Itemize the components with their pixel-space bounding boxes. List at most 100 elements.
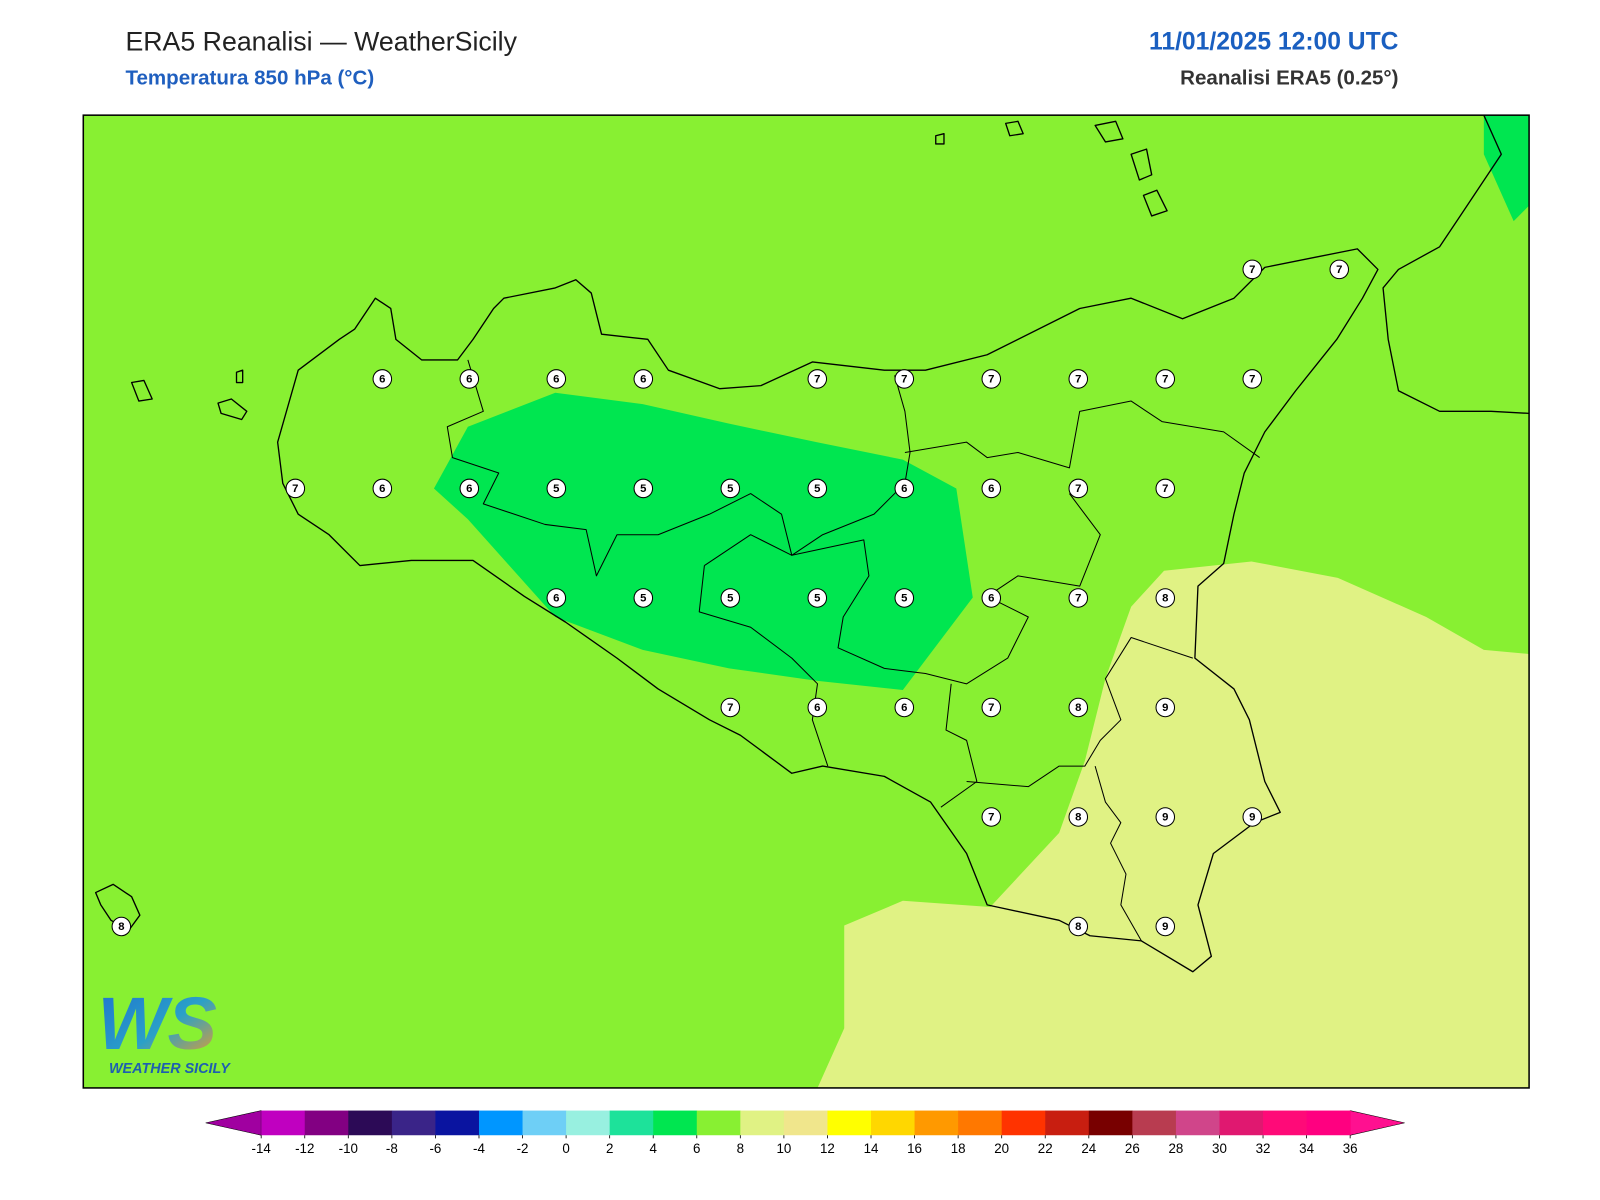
colorbar-band (1001, 1110, 1046, 1136)
colorbar-band (783, 1110, 828, 1136)
colorbar-tick-label: 34 (1299, 1141, 1314, 1156)
station-value: 7 (1162, 483, 1168, 495)
station-value: 6 (988, 483, 994, 495)
station-value: 7 (988, 811, 994, 823)
station-marker (894, 478, 915, 499)
station-value: 7 (1249, 373, 1255, 385)
colorbar-tick-label: 16 (907, 1141, 922, 1156)
colorbar-tick-label: 10 (776, 1141, 791, 1156)
station-marker (546, 588, 567, 608)
subtitle: Temperatura 850 hPa (°C) (125, 67, 374, 90)
station-marker (1155, 369, 1176, 389)
colorbar-tick-label: 14 (864, 1141, 879, 1156)
station-marker (1068, 807, 1089, 827)
colorbar-tick-label: -2 (517, 1141, 529, 1156)
station-value: 5 (814, 483, 820, 495)
station-marker (807, 697, 828, 718)
logo-text: WEATHER SICILY (109, 1061, 231, 1077)
station-value: 6 (640, 373, 646, 385)
colorbar-band (1263, 1110, 1308, 1136)
station-value: 8 (1075, 921, 1081, 933)
colorbar-tick-label: 18 (951, 1141, 966, 1156)
field-8-10 (817, 561, 1530, 1088)
title: ERA5 Reanalisi — WeatherSicily (125, 26, 517, 56)
province-border (446, 359, 911, 577)
colorbar-tick-label: 0 (562, 1141, 569, 1156)
colorbar-tick-label: -8 (386, 1141, 398, 1156)
colorbar-band (478, 1110, 524, 1136)
station-value: 6 (553, 592, 559, 604)
province-border (904, 400, 1260, 469)
station-value: 7 (988, 373, 994, 385)
colorbar-band (1219, 1110, 1264, 1136)
logo: WS WEATHER SICILY (98, 982, 232, 1077)
province-border (940, 637, 1193, 808)
colorbar-tick-label: -14 (252, 1141, 272, 1156)
station-value: 7 (1336, 264, 1342, 276)
station-value: 7 (1075, 592, 1081, 604)
station-marker (894, 588, 915, 608)
station-marker (1068, 369, 1089, 389)
colorbar-tick-label: 30 (1212, 1141, 1227, 1156)
station-value: 6 (466, 483, 472, 495)
calabria-coast (1382, 115, 1530, 415)
map-frame (82, 114, 1530, 1089)
station-value: 9 (1249, 811, 1255, 823)
station-value: 5 (727, 592, 733, 604)
source: Reanalisi ERA5 (0.25°) (1180, 67, 1398, 90)
sicily-coast (276, 248, 1379, 973)
colorbar-band (1132, 1110, 1177, 1136)
colorbar-tick-label: -10 (339, 1141, 358, 1156)
station-marker (981, 369, 1002, 389)
station-marker (1155, 697, 1176, 718)
colorbar-tick-label: 22 (1038, 1141, 1053, 1156)
station-marker (1155, 588, 1176, 608)
station-marker (546, 478, 567, 499)
station-value: 6 (379, 483, 385, 495)
station-marker (894, 697, 915, 718)
station-marker (981, 478, 1002, 499)
station-value: 5 (901, 592, 907, 604)
colorbar-band (827, 1110, 872, 1136)
station-marker (372, 478, 393, 499)
colorbar-band (653, 1110, 698, 1136)
station-marker (1068, 916, 1089, 937)
station-marker (720, 588, 741, 608)
station-marker (546, 369, 567, 389)
colorbar-tick-label: -12 (295, 1141, 314, 1156)
province-border (704, 493, 1101, 685)
station-marker (1155, 916, 1176, 937)
colorbar-tick-label: 26 (1125, 1141, 1140, 1156)
station-marker (1329, 259, 1350, 280)
station-value: 6 (466, 373, 472, 385)
station-value: 6 (379, 373, 385, 385)
colorbar-tick-label: -4 (473, 1141, 485, 1156)
station-marker (459, 369, 480, 389)
colorbar-band (1045, 1110, 1090, 1136)
map-area (83, 115, 1530, 1088)
station-value: 6 (814, 702, 820, 714)
colorbar-tick-label: -6 (429, 1141, 441, 1156)
station-value: 9 (1162, 702, 1168, 714)
station-marker (981, 697, 1002, 718)
colorbar-tick-label: 6 (693, 1141, 700, 1156)
station-marker (459, 478, 480, 499)
logo-mark: WS (98, 982, 217, 1065)
station-marker (633, 369, 654, 389)
colorbar-band (1175, 1110, 1220, 1136)
colorbar-band (609, 1110, 654, 1136)
station-marker (372, 369, 393, 389)
station-value: 6 (901, 483, 907, 495)
colorbar-tick-label: 36 (1343, 1141, 1358, 1156)
colorbar-band (261, 1110, 306, 1136)
station-layer: 7 7 6 6 6 6 7 7 7 7 7 7 7 6 6 5 5 5 5 6 6 7 7 6 5 5 5 5 6 7 8 7 6 6 7 8 9 7 8 9… (111, 259, 1350, 937)
station-value: 7 (1162, 373, 1168, 385)
station-marker (807, 478, 828, 499)
station-marker (981, 807, 1002, 827)
station-value: 6 (553, 373, 559, 385)
colorbar-extend-high (1349, 1110, 1405, 1136)
island (935, 120, 1168, 217)
station-value: 7 (901, 373, 907, 385)
colorbar-band (740, 1110, 785, 1136)
station-marker (1155, 807, 1176, 827)
